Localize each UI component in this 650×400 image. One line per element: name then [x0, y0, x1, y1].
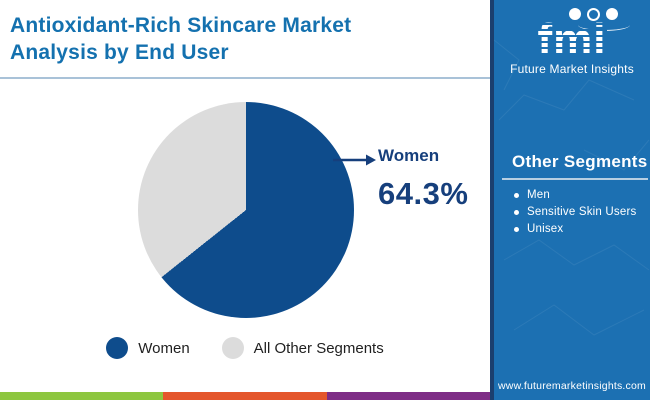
- main-panel: Antioxidant-Rich Skincare Market Analysi…: [0, 12, 490, 400]
- legend-label-others: All Other Segments: [253, 339, 384, 357]
- pie: [138, 102, 354, 318]
- footer-bar-purple: [326, 392, 490, 400]
- list-item-unisex: Unisex: [514, 223, 636, 235]
- callout-label: Women: [378, 146, 440, 165]
- footer-bar-green: [0, 392, 164, 400]
- sidebar-heading-divider: [502, 178, 648, 180]
- sidebar-heading: Other Segments: [512, 152, 648, 171]
- title-divider: [0, 77, 490, 79]
- website-link[interactable]: www.futuremarketinsights.com: [498, 380, 646, 392]
- logo-text-wrap: fmi: [537, 15, 607, 64]
- callout-value: 64.3%: [378, 176, 469, 211]
- other-segments-list: Men Sensitive Skin Users Unisex: [514, 189, 636, 240]
- list-item-men: Men: [514, 189, 636, 201]
- legend-item-others: All Other Segments: [221, 337, 384, 359]
- callout-arrow-icon: [333, 154, 376, 166]
- legend-dot-women: [106, 337, 129, 359]
- page-title: Antioxidant-Rich Skincare Market Analysi…: [10, 12, 480, 67]
- footer-color-bar: [0, 392, 490, 400]
- legend-label-women: Women: [138, 339, 190, 357]
- logo-caption: Future Market Insights: [510, 61, 634, 76]
- page-title-line1: Antioxidant-Rich Skincare Market: [10, 14, 352, 37]
- legend-dot-others: [221, 337, 244, 359]
- map-circle-icon: [568, 8, 581, 20]
- page-title-line2: Analysis by End User: [10, 41, 229, 65]
- globe-circle-icon: [605, 8, 618, 20]
- logo-text: fmi: [537, 15, 607, 64]
- fmi-logo: fmi Future Market Insights: [494, 7, 650, 76]
- footer-bar-orange: [163, 392, 327, 400]
- sidebar: fmi Future Market Insights Other Segment…: [490, 0, 650, 400]
- legend-item-women: Women: [106, 337, 190, 359]
- list-item-sensitive-skin-users: Sensitive Skin Users: [514, 206, 636, 218]
- legend: Women All Other Segments: [0, 337, 490, 359]
